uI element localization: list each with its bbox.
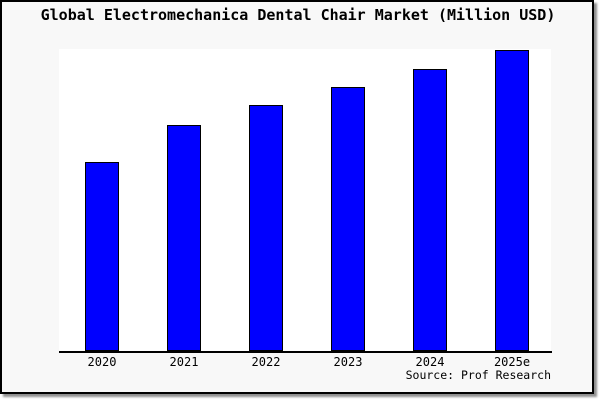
- x-tick-label-2021: 2021: [169, 355, 199, 369]
- x-tick-label-2025e: 2025e: [493, 355, 531, 369]
- bar-2023: [331, 87, 365, 351]
- x-tick-label-2023: 2023: [333, 355, 363, 369]
- x-tick-label-2022: 2022: [251, 355, 281, 369]
- bar-2025e: [495, 50, 529, 351]
- x-tick-label-2024: 2024: [415, 355, 445, 369]
- chart-title: Global Electromechanica Dental Chair Mar…: [40, 6, 556, 24]
- bar-2024: [413, 69, 447, 351]
- x-tick-label-2020: 2020: [87, 355, 117, 369]
- bar-2020: [85, 162, 119, 351]
- x-axis-line: [59, 351, 552, 353]
- plot-area: [59, 49, 551, 351]
- x-axis-labels: 2020 2021 2022 2023 2024 2025e: [59, 355, 551, 369]
- bar-2021: [167, 125, 201, 351]
- source-credit: Source: Prof Research: [405, 368, 551, 382]
- bar-2022: [249, 105, 283, 351]
